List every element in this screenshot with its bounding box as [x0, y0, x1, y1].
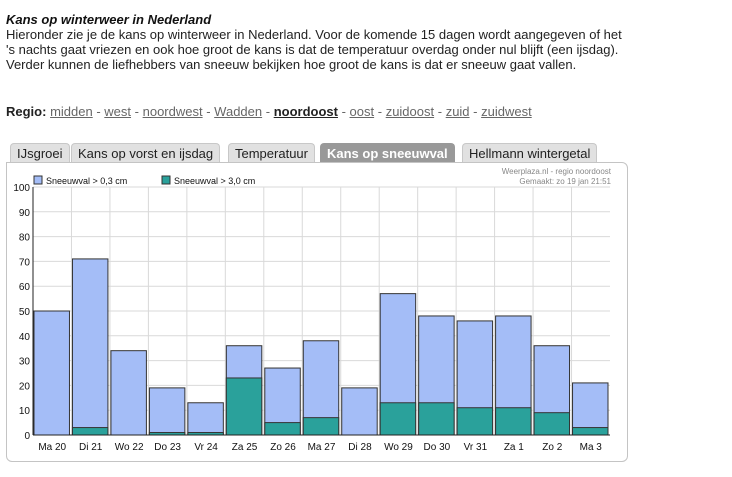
x-tick-label: Wo 29	[384, 442, 413, 453]
bar-sneeuwval-0-3	[71, 258, 109, 436]
region-separator: -	[262, 104, 271, 119]
bar-sneeuwval-3-0	[225, 377, 263, 436]
region-link-midden[interactable]: midden	[50, 104, 93, 119]
x-tick-label: Za 25	[232, 442, 258, 453]
bar-sneeuwval-0-3	[187, 402, 224, 436]
intro-block: Kans op winterweer in Nederland Hieronde…	[6, 12, 626, 72]
tab-vorst-ijsdag[interactable]: Kans op vorst en ijsdag	[71, 143, 221, 163]
y-tick-label: 50	[19, 307, 31, 318]
bar-sneeuwval-0-3	[341, 387, 378, 436]
tab-temperatuur[interactable]: Temperatuur	[228, 143, 315, 163]
x-tick-label: Wo 22	[115, 442, 144, 453]
y-tick-label: 100	[13, 183, 30, 194]
y-tick-label: 60	[19, 282, 31, 293]
region-link-west[interactable]: west	[104, 104, 132, 119]
snow-chance-chart: 0 10 20 30 40 50 60 70 80 90 100 Ma 20 Di 21 Wo 22 Do …	[13, 167, 612, 453]
region-link-zuidoost[interactable]: zuidoost	[385, 104, 435, 119]
region-separator: -	[337, 104, 346, 119]
x-tick-label: Vr 24	[194, 442, 218, 453]
region-link-noordoost[interactable]: noordoost	[273, 104, 338, 119]
bar-sneeuwval-0-3	[33, 310, 70, 436]
bar-sneeuwval-3-0	[572, 427, 609, 436]
tab-ijsgroei[interactable]: IJsgroei	[10, 143, 70, 163]
y-tick-label: 90	[19, 208, 31, 219]
bar-sneeuwval-3-0	[379, 402, 417, 436]
bar-sneeuwval-0-3	[148, 387, 186, 436]
region-separator: -	[374, 104, 383, 119]
x-tick-label: Do 30	[424, 442, 451, 453]
y-tick-label: 30	[19, 357, 31, 368]
region-selector: Regio: midden - west - noordwest - Wadde…	[6, 104, 532, 120]
x-tick-label: Ma 20	[38, 442, 66, 453]
x-tick-label: Ma 3	[580, 442, 603, 453]
bar-sneeuwval-3-0	[302, 417, 340, 436]
region-separator: -	[92, 104, 101, 119]
region-separator: -	[434, 104, 443, 119]
bar-sneeuwval-3-0	[456, 407, 494, 436]
y-tick-label: 20	[19, 381, 31, 392]
bar-sneeuwval-3-0	[71, 427, 109, 436]
bar-sneeuwval-3-0	[495, 407, 532, 436]
bar-sneeuwval-0-3	[110, 350, 147, 436]
region-label: Regio:	[6, 104, 47, 119]
legend-label-dark: Sneeuwval > 3,0 cm	[174, 176, 255, 186]
tab-sneeuwval[interactable]: Kans op sneeuwval	[320, 143, 455, 163]
bar-sneeuwval-3-0	[533, 412, 571, 436]
tab-hellmann[interactable]: Hellmann wintergetal	[462, 143, 598, 163]
region-link-zuid[interactable]: zuid	[445, 104, 470, 119]
region-link-wadden[interactable]: Wadden	[214, 104, 263, 119]
legend-swatch-light	[33, 175, 43, 185]
bar-sneeuwval-3-0	[418, 402, 455, 436]
region-separator: -	[131, 104, 139, 119]
credit-line-2: Gemaakt: zo 19 jan 21:51	[519, 177, 611, 186]
region-separator: -	[469, 104, 478, 119]
y-tick-label: 40	[19, 332, 31, 343]
x-tick-label: Zo 26	[270, 442, 296, 453]
region-link-noordwest[interactable]: noordwest	[142, 104, 203, 119]
chart-panel: 0 10 20 30 40 50 60 70 80 90 100 Ma 20 Di 21 Wo 22 Do …	[6, 162, 628, 462]
page-title: Kans op winterweer in Nederland	[6, 12, 212, 27]
credit-line-1: Weerplaza.nl - regio noordoost	[502, 167, 612, 176]
y-tick-label: 10	[19, 406, 31, 417]
x-tick-label: Vr 31	[464, 442, 488, 453]
x-tick-label: Zo 2	[542, 442, 562, 453]
region-link-zuidwest[interactable]: zuidwest	[481, 104, 532, 119]
x-tick-label: Ma 27	[308, 442, 336, 453]
x-tick-label: Di 21	[79, 442, 103, 453]
x-tick-label: Za 1	[504, 442, 524, 453]
y-tick-label: 0	[24, 431, 30, 442]
region-separator: -	[202, 104, 211, 119]
legend-label-light: Sneeuwval > 0,3 cm	[46, 176, 127, 186]
region-link-oost[interactable]: oost	[349, 104, 375, 119]
y-tick-label: 70	[19, 257, 31, 268]
intro-text: Hieronder zie je de kans op winterweer i…	[6, 27, 622, 72]
bar-sneeuwval-3-0	[264, 422, 301, 436]
legend-swatch-dark	[161, 175, 171, 185]
x-tick-label: Do 23	[154, 442, 181, 453]
y-tick-label: 80	[19, 233, 31, 244]
x-tick-label: Di 28	[348, 442, 372, 453]
